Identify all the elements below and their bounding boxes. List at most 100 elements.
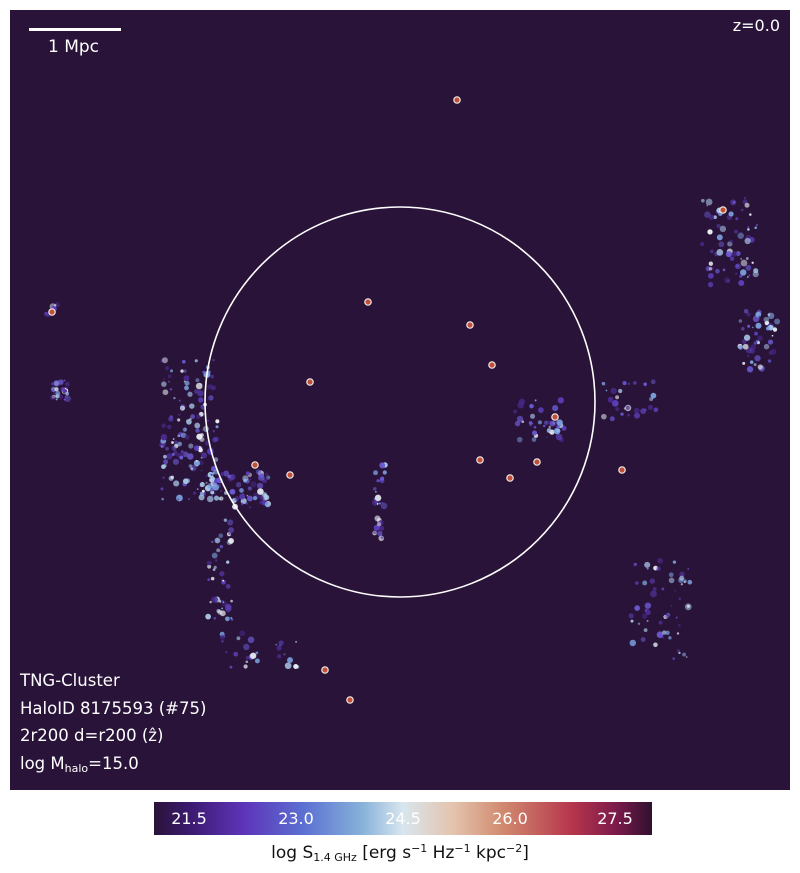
emission-blob: [164, 366, 170, 371]
emission-blob: [163, 463, 167, 468]
emission-blob: [635, 581, 639, 585]
emission-blob: [211, 540, 214, 544]
emission-blob: [177, 434, 181, 438]
scale-bar: [29, 28, 121, 31]
emission-blob: [206, 495, 214, 503]
emission-blob: [187, 453, 194, 460]
emission-blob: [643, 628, 648, 632]
emission-blob: [219, 634, 225, 640]
emission-blob: [225, 584, 231, 589]
emission-blob: [615, 407, 620, 412]
emission-blob: [163, 378, 166, 381]
emission-blob: [767, 359, 772, 363]
emission-knot: [488, 361, 496, 369]
emission-blob: [202, 370, 206, 374]
emission-blob: [199, 482, 205, 488]
emission-blob: [768, 312, 771, 314]
emission-blob: [740, 269, 747, 276]
emission-knot: [551, 413, 559, 421]
emission-knot: [533, 458, 541, 466]
emission-blob: [230, 616, 233, 619]
emission-blob: [630, 619, 634, 623]
emission-blob: [161, 357, 168, 364]
emission-blob: [373, 524, 380, 531]
emission-blob: [250, 652, 257, 659]
emission-blob: [607, 396, 614, 403]
emission-blob: [763, 343, 770, 350]
emission-blob: [754, 226, 757, 230]
emission-blob: [529, 403, 534, 409]
emission-blob: [382, 470, 387, 475]
colorbar-tick: 26.0: [492, 809, 528, 828]
emission-field: [43, 96, 781, 704]
emission-blob: [160, 487, 164, 491]
emission-blob: [751, 326, 754, 329]
emission-blob: [200, 469, 203, 472]
colorbar: 21.5 23.0 24.5 26.0 27.5: [154, 802, 652, 835]
emission-blob: [209, 561, 212, 564]
emission-blob: [738, 280, 745, 287]
emission-blob: [668, 572, 674, 578]
emission-blob: [549, 420, 556, 427]
emission-blob: [716, 234, 723, 241]
emission-blob: [247, 636, 255, 644]
emission-blob: [679, 575, 685, 581]
emission-blob: [228, 531, 232, 536]
emission-blob: [243, 643, 250, 651]
emission-blob: [611, 400, 619, 407]
emission-blob: [167, 374, 172, 379]
emission-blob: [245, 502, 248, 505]
emission-blob: [194, 422, 201, 429]
emission-blob: [652, 587, 657, 591]
emission-blob: [373, 487, 377, 491]
emission-blob: [656, 631, 664, 638]
emission-blob: [218, 533, 224, 539]
emission-blob: [735, 251, 741, 256]
emission-blob: [187, 498, 190, 501]
emission-blob: [625, 405, 630, 411]
emission-blob: [210, 478, 215, 483]
emission-blob: [245, 660, 249, 664]
scale-bar-label: 1 Mpc: [48, 37, 100, 57]
emission-blob: [678, 597, 682, 601]
emission-blob: [205, 613, 211, 620]
emission-blob: [225, 603, 232, 611]
emission-blob: [705, 198, 713, 206]
emission-blob: [661, 587, 665, 591]
emission-blob: [518, 398, 526, 405]
emission-blob: [254, 658, 260, 664]
emission-blob: [668, 577, 675, 584]
emission-blob: [735, 217, 739, 221]
emission-blob: [735, 272, 738, 275]
emission-blob: [210, 576, 215, 581]
emission-blob: [243, 664, 248, 669]
emission-knot: [453, 96, 461, 104]
emission-blob: [205, 475, 208, 477]
emission-blob: [546, 428, 552, 433]
emission-blob: [166, 453, 173, 460]
emission-blob: [716, 249, 724, 256]
emission-blob: [747, 226, 750, 229]
emission-blob: [752, 271, 759, 278]
emission-blob: [748, 274, 751, 277]
emission-knot: [506, 474, 514, 482]
emission-blob: [531, 437, 537, 442]
emission-blob: [746, 312, 751, 317]
emission-blob: [220, 599, 224, 603]
emission-blob: [213, 495, 220, 501]
emission-blob: [227, 474, 231, 479]
emission-blob: [236, 636, 241, 641]
emission-blob: [229, 665, 233, 669]
emission-blob: [226, 560, 230, 564]
emission-blob: [220, 578, 223, 581]
emission-blob: [221, 607, 224, 610]
emission-blob: [51, 305, 54, 308]
emission-blob: [740, 208, 744, 212]
emission-blob: [196, 464, 198, 467]
radio-emission-map: 1 Mpc z=0.0 TNG-Cluster HaloID 8175593 (…: [10, 10, 790, 790]
emission-blob: [212, 484, 220, 491]
emission-blob: [213, 616, 217, 620]
emission-blob: [163, 459, 169, 465]
emission-knot: [48, 308, 56, 316]
emission-blob: [184, 380, 190, 386]
